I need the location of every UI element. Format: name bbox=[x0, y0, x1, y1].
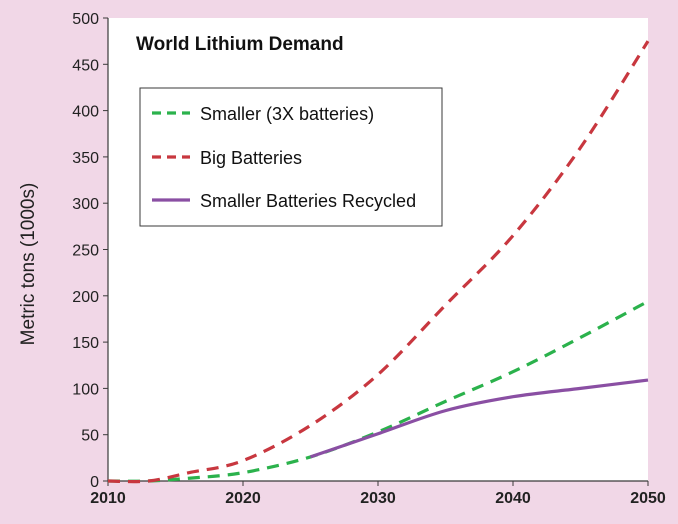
chart-title: World Lithium Demand bbox=[136, 34, 344, 55]
chart-marks: 0 50 100 150 200 250 300 350 400 450 500 2010 2020 20… bbox=[72, 11, 666, 507]
legend-box bbox=[139, 87, 443, 227]
x-tick-label: 2010 bbox=[90, 490, 126, 507]
plot-area bbox=[108, 18, 648, 481]
y-tick-label: 50 bbox=[81, 428, 99, 445]
legend-label-1: Big Batteries bbox=[200, 148, 302, 168]
y-tick-label: 450 bbox=[72, 57, 99, 74]
series-line-0 bbox=[107, 299, 649, 483]
y-tick-label: 300 bbox=[72, 196, 99, 213]
series-line-2 bbox=[309, 378, 649, 459]
y-axis-label: Metric tons (1000s) bbox=[18, 183, 39, 346]
x-tick-label: 2040 bbox=[495, 490, 531, 507]
y-tick-label: 0 bbox=[90, 474, 99, 491]
y-tick-label: 150 bbox=[72, 335, 99, 352]
x-tick-label: 2020 bbox=[225, 490, 261, 507]
legend-label-0: Smaller (3X batteries) bbox=[200, 104, 374, 124]
y-tick-label: 250 bbox=[72, 243, 99, 260]
x-tick-label: 2050 bbox=[630, 490, 666, 507]
y-tick-label: 200 bbox=[72, 289, 99, 306]
y-tick-label: 500 bbox=[72, 11, 99, 28]
legend: Smaller (3X batteries) Big Batteries Small… bbox=[139, 87, 443, 227]
y-tick-label: 350 bbox=[72, 150, 99, 167]
x-tick-label: 2030 bbox=[360, 490, 396, 507]
legend-label-2: Smaller Batteries Recycled bbox=[200, 191, 416, 211]
legend-entries: Smaller (3X batteries) Big Batteries Small… bbox=[152, 104, 416, 211]
y-tick-label: 400 bbox=[72, 104, 99, 121]
y-tick-label: 100 bbox=[72, 381, 99, 398]
